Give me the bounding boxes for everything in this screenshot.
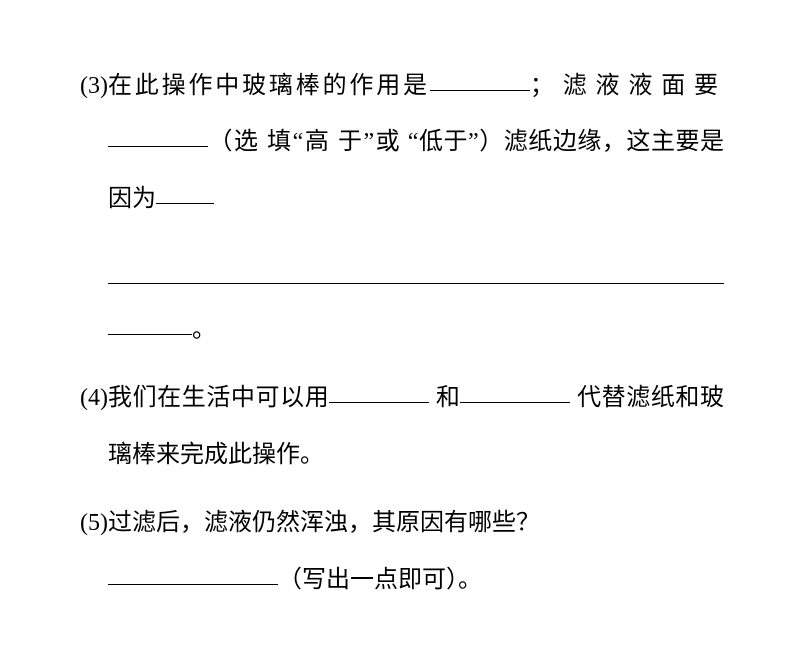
q3-text-3b: 填“高: [267, 129, 330, 155]
question-4: (4) 我们在生活中可以用 和 代替滤纸和玻璃棒来完成此操作。: [80, 370, 724, 483]
question-3-body: 在此操作中玻璃棒的作用是； 滤液液面要（选 填“高 于”或 “低于”）滤纸边缘，…: [108, 58, 724, 358]
q4-blank-2[interactable]: [460, 379, 570, 403]
q3-blank-1[interactable]: [430, 67, 530, 91]
q3-text-3c: 于”或: [338, 129, 401, 155]
q3-text-3: （选: [208, 129, 260, 155]
question-5-body: 过滤后，滤液仍然浑浊，其原因有哪些？ （写出一点即可）。: [108, 495, 724, 608]
q4-and: 和: [429, 385, 460, 411]
q3-text-2e: 要: [694, 73, 724, 99]
q5-text-2: （写出一点即可）。: [278, 567, 482, 593]
q3-period: 。: [192, 317, 216, 343]
question-5-number: (5): [80, 495, 108, 551]
question-4-body: 我们在生活中可以用 和 代替滤纸和玻璃棒来完成此操作。: [108, 370, 724, 483]
question-3-row: (3) 在此操作中玻璃棒的作用是； 滤液液面要（选 填“高 于”或 “低于”）滤…: [80, 58, 724, 358]
q3-blank-3b[interactable]: [108, 255, 724, 284]
q3-blank-3a[interactable]: [156, 180, 214, 204]
question-4-number: (4): [80, 370, 108, 426]
q3-blank-3c[interactable]: [108, 311, 192, 335]
q3-text-1: 在此操作中玻璃棒的作用是: [108, 73, 430, 99]
q3-text-2d: 面: [661, 73, 694, 99]
page-content: (3) 在此操作中玻璃棒的作用是； 滤液液面要（选 填“高 于”或 “低于”）滤…: [0, 0, 794, 660]
q3-text-2a: 滤: [563, 73, 596, 99]
q3-text-2c: 液: [628, 73, 661, 99]
question-3-number: (3): [80, 58, 108, 114]
q4-text-1: 我们在生活中可以用: [108, 385, 329, 411]
q4-blank-1[interactable]: [329, 379, 429, 403]
q5-text-1: 过滤后，滤液仍然浑浊，其原因有哪些？: [108, 510, 540, 536]
question-5: (5) 过滤后，滤液仍然浑浊，其原因有哪些？ （写出一点即可）。: [80, 495, 724, 608]
q3-semicolon: ；: [530, 73, 554, 99]
q3-text-2b: 液: [596, 73, 629, 99]
question-3: (3) 在此操作中玻璃棒的作用是； 滤液液面要（选 填“高 于”或 “低于”）滤…: [80, 58, 724, 358]
q5-blank-1[interactable]: [108, 561, 278, 585]
q3-blank-2[interactable]: [108, 123, 208, 147]
question-4-row: (4) 我们在生活中可以用 和 代替滤纸和玻璃棒来完成此操作。: [80, 370, 724, 483]
question-5-row: (5) 过滤后，滤液仍然浑浊，其原因有哪些？ （写出一点即可）。: [80, 495, 724, 608]
